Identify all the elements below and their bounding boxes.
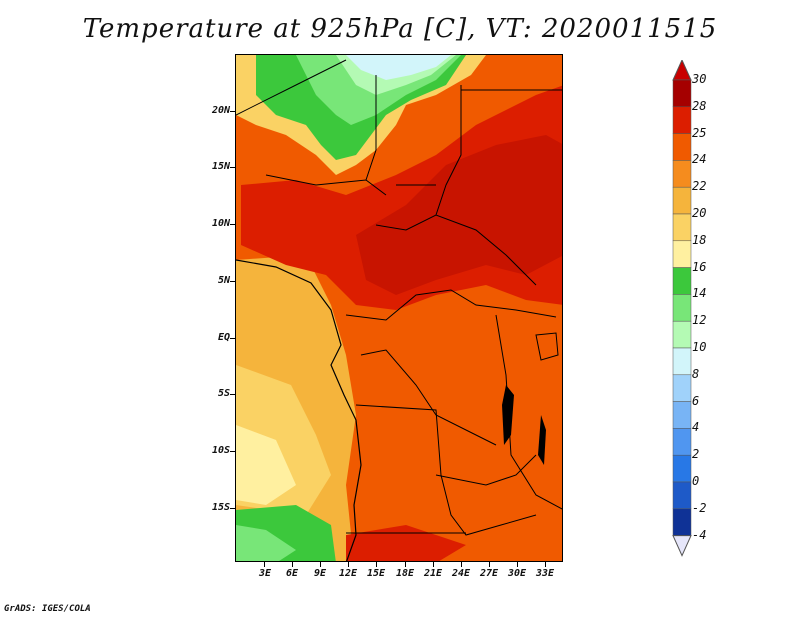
colorbar-label: 30 xyxy=(692,72,707,86)
colorbar-segment xyxy=(672,401,692,429)
y-tick xyxy=(230,338,235,339)
colorbar-label: 12 xyxy=(692,313,707,328)
colorbar-label: 14 xyxy=(692,286,707,301)
colorbar-segment xyxy=(672,267,692,295)
x-tick xyxy=(264,562,265,567)
colorbar-label: 16 xyxy=(692,259,707,274)
colorbar-label: -4 xyxy=(692,527,707,542)
colorbar xyxy=(672,60,692,557)
y-tick xyxy=(230,451,235,452)
colorbar-segment xyxy=(672,240,692,268)
colorbar-label: 24 xyxy=(692,152,707,167)
colorbar-label: 4 xyxy=(692,420,700,435)
colorbar-label: 8 xyxy=(692,366,700,381)
x-tick-label: 18E xyxy=(395,568,415,579)
y-tick-label: 10N xyxy=(211,218,230,229)
colorbar-segment xyxy=(672,160,692,188)
lake-victoria xyxy=(535,332,559,361)
x-tick-label: 12E xyxy=(338,568,358,579)
x-tick xyxy=(545,562,546,567)
temperature-map xyxy=(235,54,563,562)
map-title: Temperature at 925hPa [C], VT: 202001151… xyxy=(82,14,718,44)
lake-malawi xyxy=(538,415,546,465)
x-tick-label: 21E xyxy=(423,568,443,579)
colorbar-top-arrow xyxy=(672,60,692,81)
colorbar-segment xyxy=(672,454,692,483)
y-tick-label: 5N xyxy=(217,275,230,286)
colorbar-segment xyxy=(672,428,692,456)
colorbar-label: 25 xyxy=(692,125,707,140)
light-green-southwest-region xyxy=(236,525,296,561)
x-tick-label: 6E xyxy=(285,568,299,579)
x-tick-label: 24E xyxy=(451,568,471,579)
y-tick xyxy=(230,224,235,225)
colorbar-label: 0 xyxy=(692,474,700,488)
y-tick xyxy=(230,111,235,112)
colorbar-segment xyxy=(672,481,692,510)
pale-ocean-region xyxy=(236,425,296,505)
colorbar-segment xyxy=(672,320,692,349)
x-tick-label: 33E xyxy=(535,568,555,579)
colorbar-segment xyxy=(672,347,692,376)
colorbar-label: 10 xyxy=(692,340,707,354)
y-tick xyxy=(230,281,235,282)
colorbar-label: 22 xyxy=(692,179,707,194)
y-tick-label: 5S xyxy=(217,388,230,399)
hottest-region xyxy=(356,135,562,295)
x-tick xyxy=(292,562,293,567)
x-tick xyxy=(461,562,462,567)
x-tick xyxy=(517,562,518,567)
x-tick-label: 30E xyxy=(507,568,527,579)
x-tick xyxy=(405,562,406,567)
colorbar-label: 2 xyxy=(692,447,700,462)
colorbar-label: 6 xyxy=(692,393,700,408)
colorbar-bottom-arrow xyxy=(672,535,692,557)
south-hot-patch xyxy=(346,525,466,561)
colorbar-label: 18 xyxy=(692,232,707,247)
y-tick-label: 15N xyxy=(211,161,230,172)
coastline xyxy=(236,259,362,561)
y-tick xyxy=(230,167,235,168)
colorbar-segment xyxy=(672,508,692,536)
lake-tanganyika xyxy=(502,385,514,445)
x-tick-label: 27E xyxy=(479,568,499,579)
colorbar-legend: 30 28 25 24 22 20 18 16 14 12 10 8 6 4 2 0 -2 -4 xyxy=(672,60,792,560)
y-tick-label: 10S xyxy=(211,445,230,456)
colorbar-segment xyxy=(672,213,692,242)
x-tick-label: 15E xyxy=(366,568,386,579)
colorbar-segment xyxy=(672,294,692,322)
colorbar-segment xyxy=(672,133,692,161)
colorbar-segment xyxy=(672,374,692,402)
y-tick-label: 20N xyxy=(211,105,230,116)
x-tick xyxy=(348,562,349,567)
colorbar-label: 20 xyxy=(692,206,707,220)
y-tick-label: 15S xyxy=(211,502,230,513)
cyan-north xyxy=(346,55,451,80)
colorbar-segment xyxy=(672,106,692,134)
colorbar-label: -2 xyxy=(692,500,707,515)
x-tick xyxy=(320,562,321,567)
y-tick xyxy=(230,394,235,395)
x-tick-label: 3E xyxy=(258,568,272,579)
x-tick xyxy=(376,562,377,567)
x-tick-label: 9E xyxy=(313,568,327,579)
x-tick xyxy=(433,562,434,567)
colorbar-segment xyxy=(672,186,692,215)
country-borders xyxy=(236,59,562,536)
colorbar-label: 28 xyxy=(692,98,707,113)
y-tick xyxy=(230,508,235,509)
x-tick xyxy=(489,562,490,567)
footer-credit: GrADS: IGES/COLA xyxy=(4,604,91,614)
colorbar-segment xyxy=(672,79,692,108)
y-tick-label: EQ xyxy=(217,332,230,343)
